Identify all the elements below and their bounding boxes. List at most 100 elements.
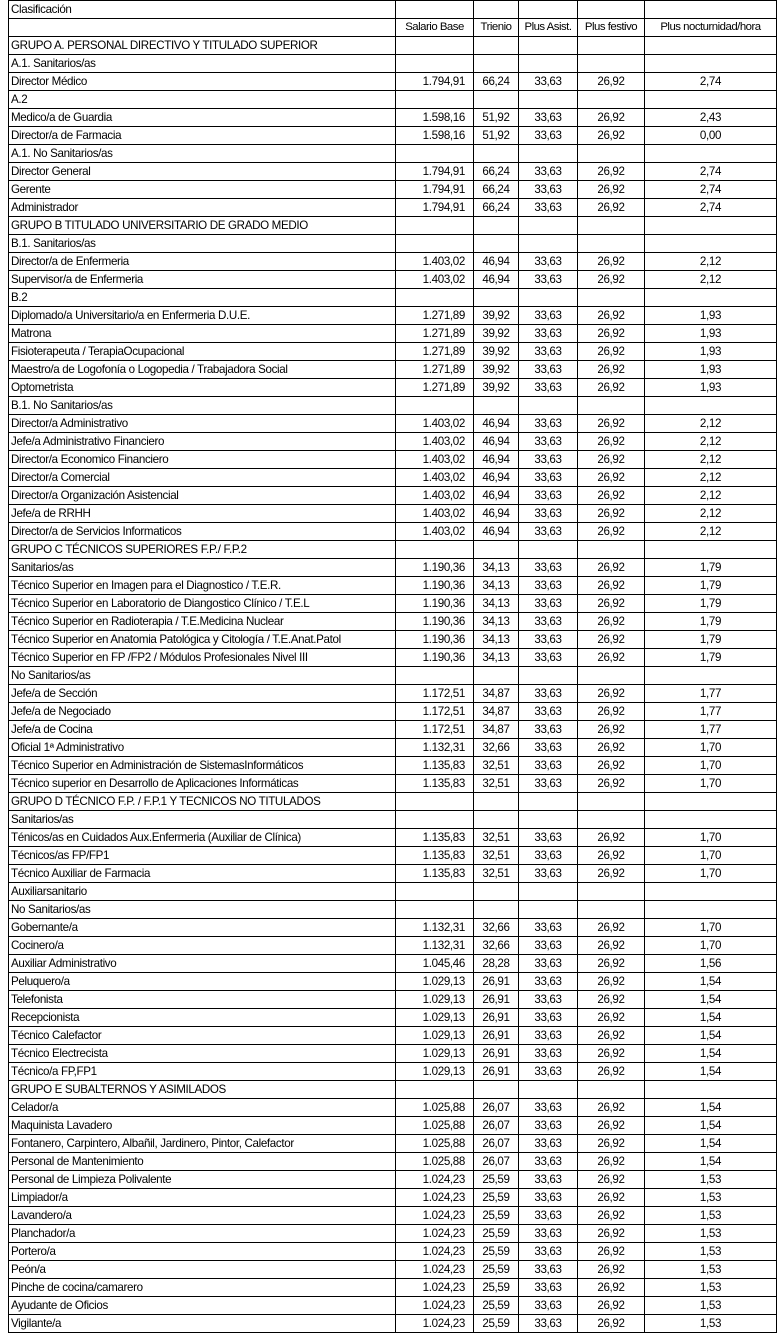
- plus-festivo-cell: 26,92: [577, 450, 645, 469]
- classification-cell: Limpiador/a: [8, 1188, 396, 1207]
- table-row: Técnico Auxiliar de Farmacia 1.135,83 32,5…: [8, 864, 777, 883]
- trienio-cell: 25,59: [473, 1314, 519, 1333]
- classification-cell: Portero/a: [8, 1242, 396, 1261]
- plus-asist-cell: [518, 36, 578, 55]
- plus-nocturnidad-cell: 1,70: [644, 936, 777, 955]
- plus-festivo-cell: 26,92: [577, 324, 645, 343]
- plus-festivo-cell: 26,92: [577, 180, 645, 199]
- plus-festivo-cell: 26,92: [577, 990, 645, 1009]
- trienio-cell: 32,66: [473, 936, 519, 955]
- plus-asist-cell: 33,63: [518, 1242, 578, 1261]
- plus-nocturnidad-cell: 1,93: [644, 378, 777, 397]
- salario-base-cell: 1.172,51: [395, 684, 474, 703]
- group-row: GRUPO B TITULADO UNIVERSITARIO DE GRADO …: [8, 216, 777, 235]
- plus-festivo-cell: 26,92: [577, 414, 645, 433]
- plus-asist-cell: 33,63: [518, 324, 578, 343]
- plus-nocturnidad-cell: 2,12: [644, 270, 777, 289]
- plus-asist-cell: 33,63: [518, 252, 578, 271]
- plus-nocturnidad-cell: 1,53: [644, 1224, 777, 1243]
- classification-cell: GRUPO D TÉCNICO F.P. / F.P.1 Y TECNICOS …: [8, 792, 396, 811]
- plus-festivo-cell: 26,92: [577, 828, 645, 847]
- trienio-cell: 25,59: [473, 1278, 519, 1297]
- table-row: Director Médico 1.794,91 66,24 33,63 26,92 2,…: [8, 72, 777, 91]
- salario-base-cell: [395, 90, 474, 109]
- plus-festivo-cell: [577, 540, 645, 559]
- trienio-cell: 25,59: [473, 1206, 519, 1225]
- classification-cell: Director/a de Farmacia: [8, 126, 396, 145]
- trienio-cell: 34,13: [473, 612, 519, 631]
- trienio-cell: 32,51: [473, 846, 519, 865]
- table-row: Jefe/a de Cocina 1.172,51 34,87 33,63 26,92 1…: [8, 720, 777, 739]
- table-row: Vigilante/a 1.024,23 25,59 33,63 26,92 1,53: [8, 1314, 777, 1333]
- plus-asist-cell: 33,63: [518, 756, 578, 775]
- classification-cell: Técnico Auxiliar de Farmacia: [8, 864, 396, 883]
- salario-base-cell: 1.403,02: [395, 432, 474, 451]
- plus-asist-cell: 33,63: [518, 558, 578, 577]
- plus-festivo-cell: 26,92: [577, 612, 645, 631]
- salario-base-cell: 1.024,23: [395, 1314, 474, 1333]
- salario-base-cell: 1.190,36: [395, 558, 474, 577]
- plus-nocturnidad-cell: 1,54: [644, 1062, 777, 1081]
- classification-cell: Técnico Superior en Administración de Si…: [8, 756, 396, 775]
- plus-asist-cell: [518, 144, 578, 163]
- trienio-cell: 46,94: [473, 522, 519, 541]
- classification-cell: Maestro/a de Logofonía o Logopedia / Tra…: [8, 360, 396, 379]
- table-row: Matrona 1.271,89 39,92 33,63 26,92 1,93: [8, 324, 777, 343]
- plus-festivo-cell: 26,92: [577, 594, 645, 613]
- trienio-cell: 39,92: [473, 378, 519, 397]
- classification-cell: B.2: [8, 288, 396, 307]
- salario-base-cell: 1.190,36: [395, 594, 474, 613]
- plus-nocturnidad-cell: 1,70: [644, 918, 777, 937]
- salario-base-cell: 1.794,91: [395, 72, 474, 91]
- plus-festivo-cell: 26,92: [577, 270, 645, 289]
- table-row: Telefonista 1.029,13 26,91 33,63 26,92 1,54: [8, 990, 777, 1009]
- plus-nocturnidad-cell: 1,79: [644, 594, 777, 613]
- header-plus-asist: Plus Asist.: [518, 18, 578, 37]
- table-row: Técnico Calefactor 1.029,13 26,91 33,63 26,9…: [8, 1026, 777, 1045]
- trienio-cell: [473, 810, 519, 829]
- plus-nocturnidad-cell: 2,12: [644, 504, 777, 523]
- table-row: Sanitarios/as 1.190,36 34,13 33,63 26,92 1,79: [8, 558, 777, 577]
- trienio-cell: 28,28: [473, 954, 519, 973]
- trienio-cell: 46,94: [473, 468, 519, 487]
- salario-base-cell: 1.024,23: [395, 1260, 474, 1279]
- plus-nocturnidad-cell: 1,79: [644, 630, 777, 649]
- plus-nocturnidad-cell: 1,53: [644, 1242, 777, 1261]
- plus-festivo-cell: 26,92: [577, 684, 645, 703]
- trienio-cell: [473, 792, 519, 811]
- table-row: Planchador/a 1.024,23 25,59 33,63 26,92 1,53: [8, 1224, 777, 1243]
- plus-asist-cell: 33,63: [518, 594, 578, 613]
- table-row: Técnico Superior en Radioterapia / T.E.M…: [8, 612, 777, 631]
- plus-asist-cell: 33,63: [518, 432, 578, 451]
- salario-base-cell: 1.135,83: [395, 774, 474, 793]
- plus-nocturnidad-cell: 2,12: [644, 468, 777, 487]
- classification-cell: Jefe/a de RRHH: [8, 504, 396, 523]
- salario-base-cell: 1.025,88: [395, 1152, 474, 1171]
- plus-asist-cell: 33,63: [518, 1152, 578, 1171]
- plus-asist-cell: 33,63: [518, 864, 578, 883]
- table-row: Administrador 1.794,91 66,24 33,63 26,92 2,74: [8, 198, 777, 217]
- plus-asist-cell: 33,63: [518, 1062, 578, 1081]
- classification-cell: Oficial 1ª Administrativo: [8, 738, 396, 757]
- table-row: Director General 1.794,91 66,24 33,63 26,92 2…: [8, 162, 777, 181]
- trienio-cell: 32,51: [473, 864, 519, 883]
- table-row: Celador/a 1.025,88 26,07 33,63 26,92 1,54: [8, 1098, 777, 1117]
- plus-nocturnidad-cell: 2,12: [644, 450, 777, 469]
- classification-cell: A.1. Sanitarios/as: [8, 54, 396, 73]
- plus-nocturnidad-cell: 1,70: [644, 846, 777, 865]
- trienio-cell: [473, 144, 519, 163]
- table-row: Técnico/a FP,FP1 1.029,13 26,91 33,63 26,92 1…: [8, 1062, 777, 1081]
- salario-base-cell: 1.025,88: [395, 1098, 474, 1117]
- table-row: Director/a de Farmacia 1.598,16 51,92 33,63…: [8, 126, 777, 145]
- plus-festivo-cell: [577, 144, 645, 163]
- table-row: Peluquero/a 1.029,13 26,91 33,63 26,92 1,54: [8, 972, 777, 991]
- plus-nocturnidad-cell: [644, 540, 777, 559]
- plus-asist-cell: 33,63: [518, 918, 578, 937]
- plus-nocturnidad-cell: [644, 882, 777, 901]
- classification-cell: Sanitarios/as: [8, 810, 396, 829]
- classification-cell: Supervisor/a de Enfermeria: [8, 270, 396, 289]
- plus-asist-cell: [518, 1080, 578, 1099]
- table-row: Cocinero/a 1.132,31 32,66 33,63 26,92 1,70: [8, 936, 777, 955]
- plus-nocturnidad-cell: 1,79: [644, 648, 777, 667]
- plus-festivo-cell: 26,92: [577, 342, 645, 361]
